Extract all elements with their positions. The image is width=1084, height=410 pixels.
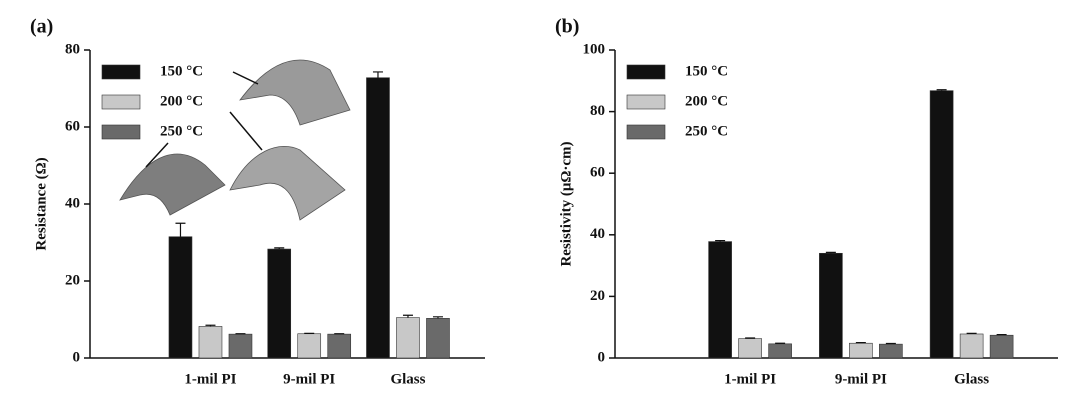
legend-swatch [101,64,141,80]
error-bar [432,316,443,319]
legend-swatch [626,124,666,140]
legend-label: 150 °C [160,63,203,79]
x-tick-label: Glass [954,371,989,387]
y-tick-label: 80 [590,103,605,119]
inset-decoration [119,59,351,221]
bar [366,77,390,359]
x-tick-label: 1-mil PI [184,371,236,387]
y-axis-label: Resistance (Ω) [33,157,49,250]
error-bar [402,314,413,318]
x-tick-label: 1-mil PI [724,371,776,387]
error-bar [936,89,947,91]
bar [327,333,352,359]
legend-swatch [626,64,666,80]
legend-label: 250 °C [160,123,203,139]
legend-swatch [101,94,141,110]
x-tick-label: 9-mil PI [283,371,335,387]
y-tick-label: 100 [583,41,606,57]
legend-label: 200 °C [685,93,728,109]
y-tick-label: 60 [65,118,80,134]
legend-swatch [101,124,141,140]
bar [959,333,984,359]
legend-swatch [626,94,666,110]
bar [297,333,322,359]
bar [228,333,253,359]
y-tick-label: 0 [73,349,81,365]
error-bar [175,222,186,237]
legend-label: 200 °C [160,93,203,109]
bar [426,318,450,359]
y-tick-label: 60 [590,165,605,181]
error-bar [996,333,1007,336]
error-bar [966,332,977,334]
bar [819,252,843,359]
error-bar [715,240,726,242]
error-bar [205,324,216,327]
bar [929,90,954,359]
y-tick-label: 40 [65,195,80,211]
bar [849,342,873,359]
bar [879,343,903,359]
panel-label: (b) [555,16,579,38]
error-bar [775,342,786,344]
y-tick-label: 0 [598,349,606,365]
panel-label: (a) [30,16,53,38]
bar [267,248,292,359]
y-tick-label: 20 [65,272,80,288]
x-tick-label: 9-mil PI [835,371,887,387]
bar [198,326,223,359]
legend-label: 150 °C [685,63,728,79]
error-bar [825,251,836,254]
legend-label: 250 °C [685,123,728,139]
y-tick-label: 40 [590,226,605,242]
bar [768,343,792,359]
y-tick-label: 20 [590,288,605,304]
error-bar [274,247,285,250]
bar [396,317,420,359]
bar [989,334,1014,359]
y-axis-label: Resistivity (μΩ·cm) [558,141,574,266]
error-bar [855,342,866,344]
error-bar [885,342,896,345]
error-bar [745,337,756,339]
bar [168,236,193,359]
bar [708,241,732,359]
y-tick-label: 80 [65,41,80,57]
error-bar [372,71,383,78]
x-tick-label: Glass [390,371,425,387]
bar [738,338,762,359]
